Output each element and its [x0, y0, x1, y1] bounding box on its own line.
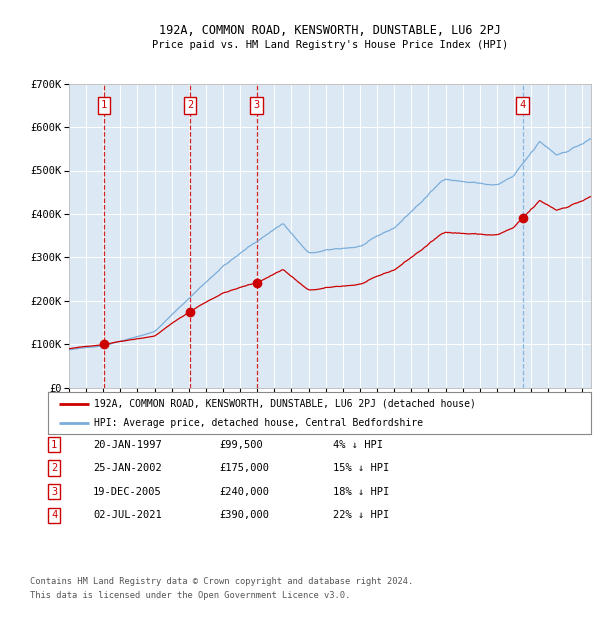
Text: 2: 2: [51, 463, 57, 473]
Text: 192A, COMMON ROAD, KENSWORTH, DUNSTABLE, LU6 2PJ (detached house): 192A, COMMON ROAD, KENSWORTH, DUNSTABLE,…: [94, 399, 476, 409]
Text: 4% ↓ HPI: 4% ↓ HPI: [333, 440, 383, 450]
Text: Contains HM Land Registry data © Crown copyright and database right 2024.: Contains HM Land Registry data © Crown c…: [30, 577, 413, 586]
Text: 192A, COMMON ROAD, KENSWORTH, DUNSTABLE, LU6 2PJ: 192A, COMMON ROAD, KENSWORTH, DUNSTABLE,…: [159, 24, 501, 37]
Text: 2: 2: [187, 100, 193, 110]
Text: 4: 4: [51, 510, 57, 520]
Text: £99,500: £99,500: [219, 440, 263, 450]
Text: 15% ↓ HPI: 15% ↓ HPI: [333, 463, 389, 473]
Text: £240,000: £240,000: [219, 487, 269, 497]
Text: £390,000: £390,000: [219, 510, 269, 520]
Text: This data is licensed under the Open Government Licence v3.0.: This data is licensed under the Open Gov…: [30, 591, 350, 600]
Text: 20-JAN-1997: 20-JAN-1997: [93, 440, 162, 450]
Text: 1: 1: [51, 440, 57, 450]
Text: 3: 3: [254, 100, 260, 110]
Text: 22% ↓ HPI: 22% ↓ HPI: [333, 510, 389, 520]
Text: 25-JAN-2002: 25-JAN-2002: [93, 463, 162, 473]
Text: 02-JUL-2021: 02-JUL-2021: [93, 510, 162, 520]
Text: HPI: Average price, detached house, Central Bedfordshire: HPI: Average price, detached house, Cent…: [94, 418, 423, 428]
Text: 4: 4: [520, 100, 526, 110]
Text: 1: 1: [101, 100, 107, 110]
Text: 3: 3: [51, 487, 57, 497]
Text: 19-DEC-2005: 19-DEC-2005: [93, 487, 162, 497]
Text: £175,000: £175,000: [219, 463, 269, 473]
Text: 18% ↓ HPI: 18% ↓ HPI: [333, 487, 389, 497]
Text: Price paid vs. HM Land Registry's House Price Index (HPI): Price paid vs. HM Land Registry's House …: [152, 40, 508, 50]
